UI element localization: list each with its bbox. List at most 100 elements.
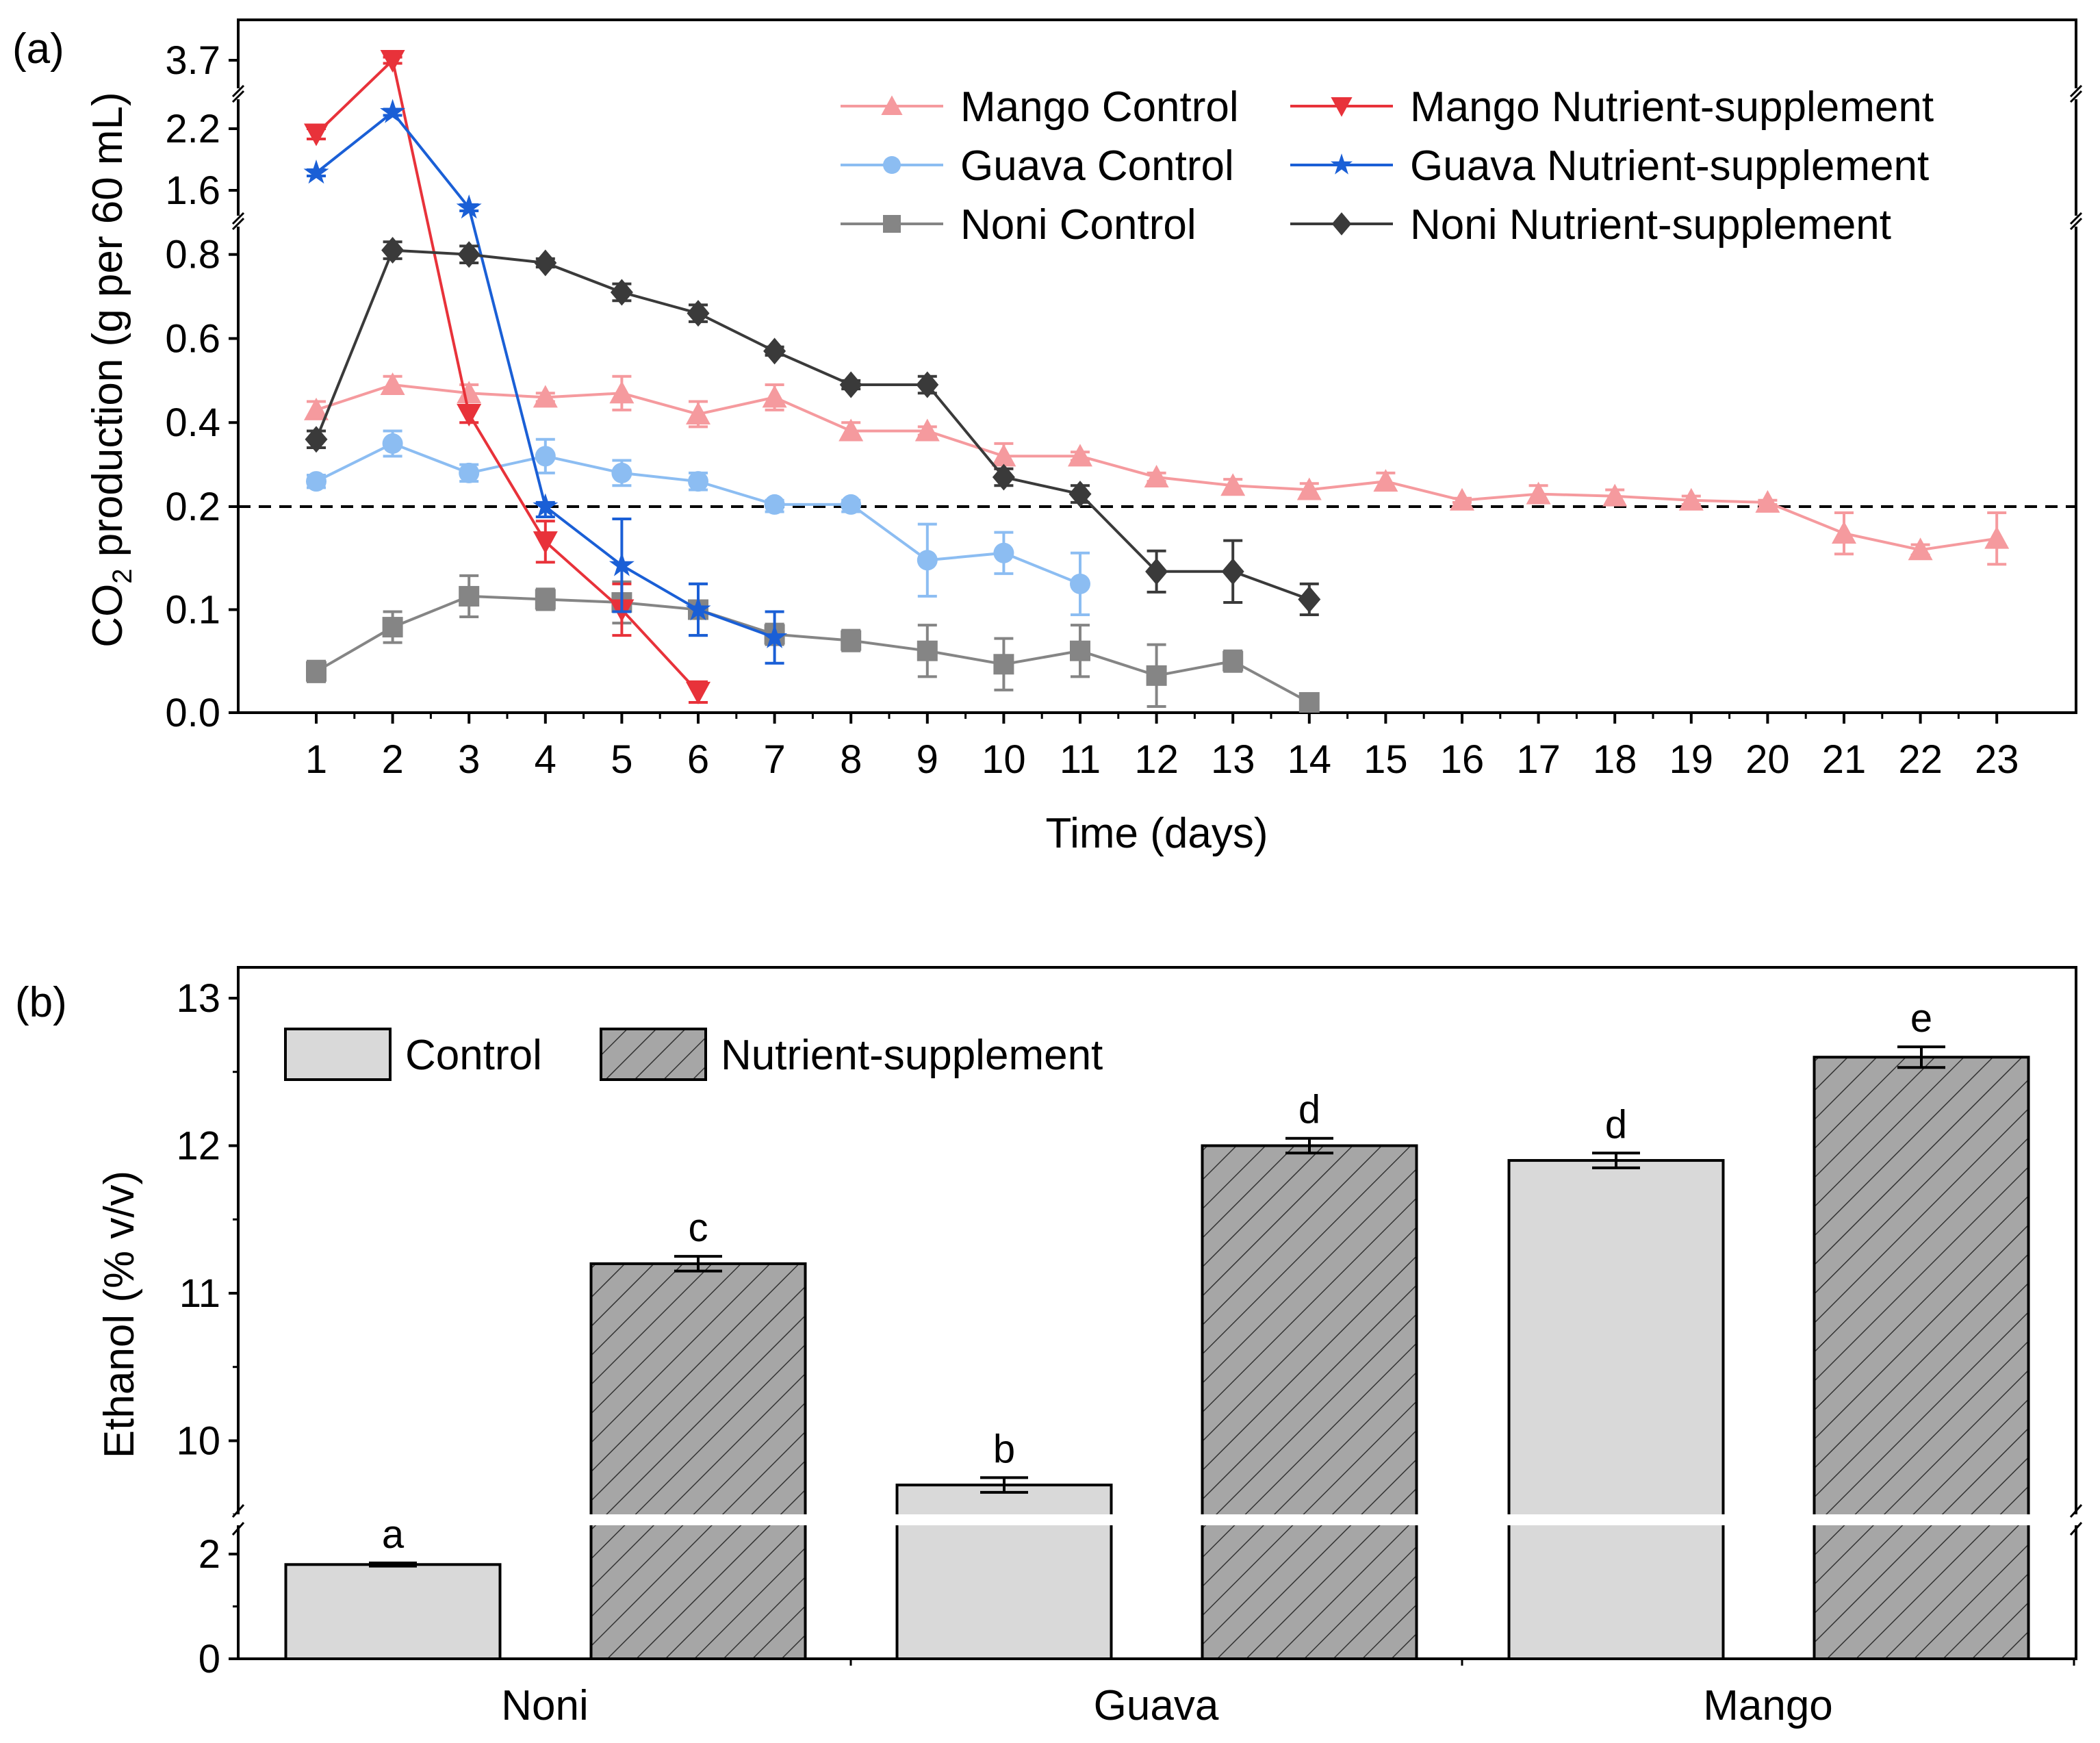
marker-diamond <box>1298 585 1321 613</box>
marker-diamond <box>916 371 939 398</box>
significance-letter: b <box>993 1427 1015 1471</box>
panel-label-a: (a) <box>12 25 64 73</box>
marker-diamond <box>381 237 405 264</box>
legend-item: Noni Control <box>841 201 1196 249</box>
legend-item: Mango Control <box>841 84 1239 131</box>
series-line <box>315 594 1310 704</box>
marker-triangle-up <box>686 401 710 424</box>
x-tick-label: 13 <box>1211 737 1255 782</box>
series-line <box>315 58 700 694</box>
x-tick-label: 11 <box>1060 737 1101 782</box>
marker-diamond <box>305 426 328 453</box>
y-tick-label: 2 <box>199 1532 220 1577</box>
x-tick-label: 23 <box>1975 737 2019 782</box>
y-tick-label: 0.2 <box>165 485 220 529</box>
marker-triangle-up <box>1526 481 1551 505</box>
marker-circle <box>688 471 708 492</box>
marker-diamond <box>610 279 633 306</box>
marker-triangle-up <box>457 381 482 404</box>
legend-item: Guava Nutrient-supplement <box>1290 142 1929 190</box>
marker-star <box>609 552 635 576</box>
x-tick-label: 3 <box>458 737 480 782</box>
marker-square <box>306 661 326 682</box>
marker-square <box>1222 650 1244 672</box>
x-tick-label: 19 <box>1669 737 1714 782</box>
marker-triangle-up <box>1144 465 1169 488</box>
x-tick-label: 9 <box>917 737 938 782</box>
marker-diamond <box>1221 558 1244 585</box>
marker-square <box>917 640 938 661</box>
legend-item: Guava Control <box>841 142 1234 190</box>
marker-triangle-up <box>609 381 635 404</box>
x-tick-label: 2 <box>381 737 403 782</box>
y-axis-label-part: production (g per 60 mL) <box>84 92 131 568</box>
marker-circle <box>883 156 901 174</box>
marker-diamond <box>1145 558 1168 585</box>
marker-triangle-down <box>457 403 482 427</box>
x-tick-label: 17 <box>1516 737 1561 782</box>
marker-circle <box>535 446 556 467</box>
marker-diamond <box>763 338 786 365</box>
marker-square <box>1146 665 1167 686</box>
marker-circle <box>841 494 862 515</box>
legend-label: Guava Control <box>960 142 1234 190</box>
panel-a-co2-chart: 0.00.10.20.40.60.81.62.23.71 2 3 4 5 6 7 8 9 10 11… <box>12 18 2083 857</box>
marker-triangle-up <box>1296 477 1322 500</box>
marker-triangle-up <box>838 418 864 442</box>
marker-triangle-up <box>991 444 1016 467</box>
legend-label: Noni Nutrient-supplement <box>1410 201 1891 249</box>
axis-break-mark <box>2069 217 2083 231</box>
marker-triangle-up <box>881 95 903 115</box>
marker-diamond <box>534 249 557 277</box>
marker-diamond <box>839 371 862 398</box>
x-tick-label: 14 <box>1288 737 1332 782</box>
marker-triangle-up <box>1832 521 1856 544</box>
bar-nutrient-supplement-noni <box>589 1262 807 1660</box>
legend-label: Nutrient-supplement <box>721 1032 1103 1079</box>
marker-diamond <box>1331 212 1352 236</box>
series-guava-control <box>306 429 1090 617</box>
marker-square <box>535 589 556 610</box>
marker-square <box>1070 640 1090 661</box>
axis-break-mark <box>231 90 245 103</box>
axis-break-mark <box>2069 1504 2083 1518</box>
marker-triangle-down <box>533 531 558 555</box>
marker-triangle-up <box>1068 444 1092 467</box>
series-mango-nutrient-supplement <box>304 50 710 704</box>
marker-circle <box>382 433 403 454</box>
axis-break-mark <box>231 84 245 98</box>
significance-letter: d <box>1605 1102 1627 1147</box>
marker-square <box>1298 691 1320 713</box>
marker-triangle-up <box>1602 483 1628 507</box>
marker-square <box>382 617 403 638</box>
marker-circle <box>306 471 326 492</box>
marker-diamond <box>992 463 1015 491</box>
panel-label-b: (b) <box>15 979 67 1026</box>
axis-break-band <box>230 1514 2084 1525</box>
y-axis-label-part: CO <box>84 584 131 648</box>
x-tick-label: 6 <box>687 737 709 782</box>
marker-star <box>380 99 406 123</box>
y-tick-label: 11 <box>179 1271 220 1316</box>
y-tick-label: 0.6 <box>165 316 220 361</box>
marker-star <box>685 596 711 621</box>
marker-triangle-up <box>1373 469 1398 492</box>
y-tick-label: 1.6 <box>165 168 220 213</box>
marker-triangle-down <box>304 123 329 147</box>
y-tick-label: 10 <box>176 1419 220 1464</box>
y-axis-label-subscript: 2 <box>107 568 138 583</box>
marker-square <box>841 630 862 651</box>
x-tick-label: 10 <box>982 737 1026 782</box>
bar-nutrient-supplement-mango <box>1813 1056 2030 1660</box>
y-axis-label: CO2 production (g per 60 mL) <box>84 92 138 647</box>
marker-star <box>762 624 788 648</box>
legend-item: Noni Nutrient-supplement <box>1290 201 1891 249</box>
y-tick-label: 0.8 <box>165 233 220 277</box>
axis-break-gap <box>2069 88 2083 99</box>
significance-letter: c <box>689 1206 708 1250</box>
axis-break-mark <box>2069 1522 2083 1536</box>
axis-break-gap <box>231 216 245 227</box>
marker-circle <box>1070 573 1090 594</box>
